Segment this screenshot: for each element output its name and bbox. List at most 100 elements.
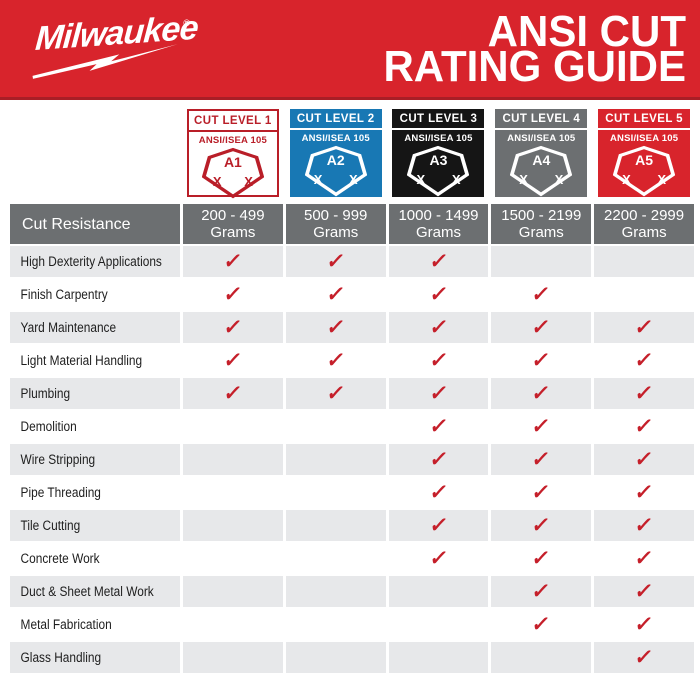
- application-label: Duct & Sheet Metal Work: [20, 584, 154, 599]
- application-label: Wire Stripping: [20, 452, 96, 467]
- check-icon: ✓: [530, 283, 553, 306]
- rating-cell: ✓: [388, 378, 489, 409]
- pentagon-x-right: X: [657, 172, 667, 187]
- check-icon: ✓: [633, 613, 655, 636]
- rating-cell: ✓: [594, 642, 694, 673]
- cut-level-badge: CUT LEVEL 1 ANSI/ISEA 105 A1 X X: [186, 109, 279, 199]
- cut-level-badge-title: CUT LEVEL 4: [495, 109, 588, 130]
- cut-level-code: A5: [635, 152, 654, 168]
- check-icon: ✓: [530, 316, 553, 339]
- check-icon: ✓: [427, 316, 450, 339]
- rating-cell: ✓: [491, 444, 592, 475]
- grams-unit: Grams: [415, 224, 461, 241]
- rating-cell: ✓: [285, 246, 386, 277]
- grams-range: 1500 - 2199: [501, 207, 582, 224]
- check-icon: ✓: [530, 547, 553, 570]
- check-icon: ✓: [222, 316, 244, 339]
- pentagon-x-left: X: [519, 172, 528, 187]
- cut-level-badges: CUT LEVEL 1 ANSI/ISEA 105 A1 X X CUT LEV…: [0, 100, 700, 204]
- rating-cell: ✓: [594, 444, 694, 475]
- check-icon: ✓: [633, 547, 655, 570]
- rating-cell: [183, 444, 283, 475]
- ansi-isea-standard-label: ANSI/ISEA 105: [301, 133, 370, 144]
- check-icon: ✓: [633, 316, 655, 339]
- check-icon: ✓: [222, 283, 244, 306]
- cut-level-code: A4: [532, 152, 551, 168]
- ansi-pentagon: A1 X X: [189, 147, 277, 199]
- rating-cell: ✓: [491, 312, 592, 343]
- rating-cell: ✓: [388, 510, 489, 541]
- cut-level-badge-title: CUT LEVEL 1: [188, 111, 277, 132]
- rating-cell: ✓: [183, 312, 283, 343]
- pentagon-x-left: X: [313, 172, 323, 187]
- check-icon: ✓: [324, 250, 347, 273]
- application-label: Tile Cutting: [20, 518, 81, 533]
- rating-cell: ✓: [183, 378, 283, 409]
- grams-range: 1000 - 1499: [398, 207, 479, 224]
- rating-cell: [285, 444, 386, 475]
- application-label-cell: Wire Stripping: [10, 444, 180, 475]
- application-label-cell: Metal Fabrication: [10, 609, 180, 640]
- check-icon: ✓: [530, 382, 553, 405]
- check-icon: ✓: [427, 448, 450, 471]
- application-label-cell: Pipe Threading: [10, 477, 180, 508]
- check-icon: ✓: [633, 646, 655, 669]
- pentagon-x-left: X: [622, 172, 631, 187]
- check-icon: ✓: [324, 316, 347, 339]
- grams-range: 200 - 499: [201, 207, 265, 224]
- check-icon: ✓: [427, 547, 450, 570]
- column-header-grams: 1000 - 1499 Grams: [388, 204, 489, 244]
- check-icon: ✓: [633, 448, 655, 471]
- rating-cell: ✓: [594, 543, 694, 574]
- rating-cell: [183, 576, 283, 607]
- check-icon: ✓: [427, 250, 450, 273]
- rating-cell: ✓: [388, 543, 489, 574]
- rating-cell: ✓: [285, 378, 386, 409]
- rating-cell: ✓: [388, 246, 489, 277]
- application-label: Finish Carpentry: [20, 287, 108, 302]
- check-icon: ✓: [633, 580, 655, 603]
- check-icon: ✓: [530, 580, 553, 603]
- application-label-cell: Light Material Handling: [10, 345, 180, 376]
- check-icon: ✓: [222, 382, 244, 405]
- page-title-line1: ANSI CUT: [487, 5, 686, 55]
- application-label: Yard Maintenance: [20, 320, 117, 335]
- ansi-pentagon: A4 X X: [495, 145, 587, 197]
- badge-cell: CUT LEVEL 5 ANSI/ISEA 105 A5 X X: [594, 109, 694, 197]
- column-header-grams: 1500 - 2199 Grams: [491, 204, 592, 244]
- ansi-isea-standard-label: ANSI/ISEA 105: [404, 133, 473, 144]
- rating-cell: [594, 279, 694, 310]
- ansi-isea-standard-label: ANSI/ISEA 105: [609, 133, 679, 144]
- cut-level-badge-title: CUT LEVEL 3: [392, 109, 485, 130]
- rating-cell: ✓: [491, 279, 592, 310]
- rating-cell: [285, 411, 386, 442]
- application-label: Light Material Handling: [20, 353, 143, 368]
- application-label: High Dexterity Applications: [20, 254, 162, 269]
- banner: Milwaukee ® ANSI CUT RATING GUIDE: [0, 0, 700, 100]
- check-icon: ✓: [427, 349, 450, 372]
- ansi-pentagon: A3 X X: [392, 145, 484, 197]
- rating-cell: ✓: [388, 312, 489, 343]
- rating-cell: [388, 609, 489, 640]
- rating-cell: [183, 543, 283, 574]
- rating-cell: ✓: [183, 345, 283, 376]
- application-label-cell: Plumbing: [10, 378, 180, 409]
- column-header-grams: 2200 - 2999 Grams: [594, 204, 694, 244]
- pentagon-icon: [510, 145, 573, 197]
- rating-cell: ✓: [594, 510, 694, 541]
- rating-cell: [388, 576, 489, 607]
- rating-cell: ✓: [491, 510, 592, 541]
- pentagon-icon: [613, 145, 676, 197]
- rating-cell: ✓: [594, 477, 694, 508]
- rating-cell: ✓: [183, 246, 283, 277]
- pentagon-icon: [201, 147, 264, 199]
- rating-cell: [183, 411, 283, 442]
- check-icon: ✓: [530, 514, 553, 537]
- check-icon: ✓: [530, 613, 553, 636]
- rating-cell: ✓: [491, 378, 592, 409]
- check-icon: ✓: [633, 514, 655, 537]
- rating-cell: ✓: [594, 378, 694, 409]
- application-label-cell: Demolition: [10, 411, 180, 442]
- rating-cell: ✓: [594, 576, 694, 607]
- check-icon: ✓: [530, 415, 553, 438]
